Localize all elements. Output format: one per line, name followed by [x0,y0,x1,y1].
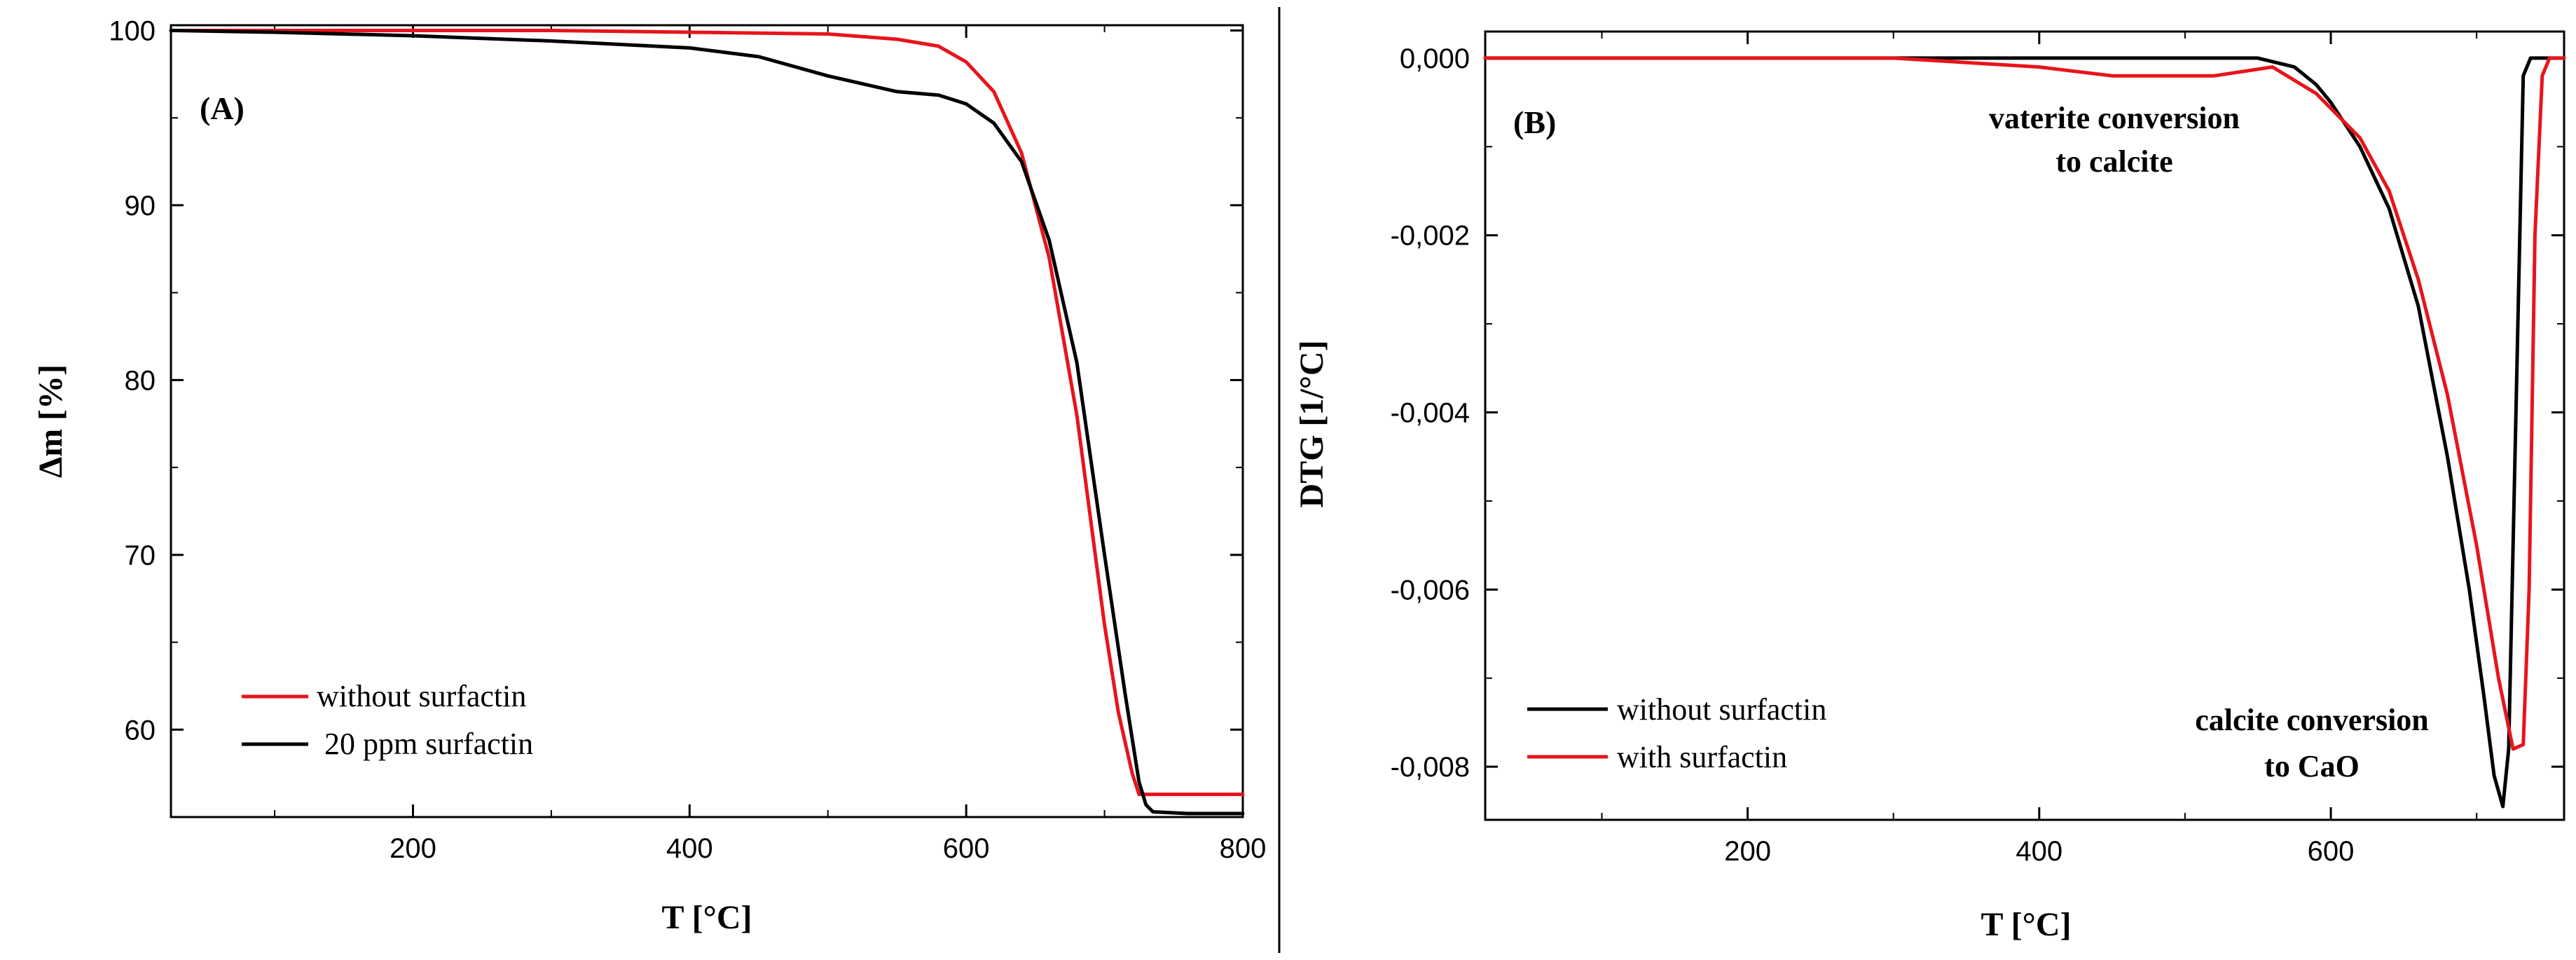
legend-label-a-1: 20 ppm surfactin [317,727,533,761]
annotation-calcite-line-2: to CaO [2264,749,2360,783]
x-axis-title-a: T [°C] [662,899,752,936]
annotation-vaterite-line-2: to calcite [2055,144,2172,179]
y-tick-label-a-4: 100 [109,15,156,46]
y-tick-label-b-0: 0,000 [1400,43,1470,74]
y-tick-label-a-2: 80 [125,365,156,396]
x-tick-label-b-1: 400 [2016,836,2062,867]
series-line-a-0 [169,29,1245,797]
legend-label-b-0: without surfactin [1617,692,1826,727]
y-tick-label-a-1: 70 [125,540,156,571]
y-tick-label-b-2: -0,004 [1391,398,1470,429]
y-axis-title-b: DTG [1/°C] [1293,340,1330,507]
annotation-calcite: calcite conversion to CaO [2195,703,2429,783]
chart-panel-a: 200 400 600 800 60 70 80 90 100 (A) T [°C] Δm [%… [32,15,1266,936]
x-tick-label-a-1: 400 [666,833,713,864]
panel-label-b: (B) [1513,104,1556,140]
y-tick-label-a-3: 90 [125,191,156,221]
chart-panel-b: 200 400 600 0,000 -0,002 -0,004 -0,006 -0,008 (… [1293,30,2566,943]
x-tick-label-a-2: 600 [943,833,990,864]
y-axis-title-a: Δm [%] [32,364,69,478]
y-tick-label-b-1: -0,002 [1391,221,1470,252]
legend-label-b-1: with surfactin [1617,740,1787,774]
x-tick-label-a-3: 800 [1220,833,1267,864]
series-line-b-1 [1483,56,2566,751]
annotation-vaterite: vaterite conversion to calcite [1989,101,2240,179]
legend-a: without surfactin 20 ppm surfactin [242,679,533,761]
x-tick-label-b-0: 200 [1724,836,1771,867]
plot-frame-b [1484,30,2565,821]
y-tick-label-a-0: 60 [125,715,156,746]
series-line-a-1 [169,29,1245,816]
legend-b: without surfactin with surfactin [1527,692,1826,774]
series-line-b-0 [1483,56,2566,809]
x-tick-label-b-2: 600 [2308,836,2355,867]
y-tick-label-b-4: -0,008 [1391,752,1470,783]
y-tick-label-b-3: -0,006 [1391,575,1470,605]
annotation-calcite-line-1: calcite conversion [2195,703,2429,737]
panel-label-a: (A) [200,90,244,126]
plot-frame-a [170,24,1244,818]
annotation-vaterite-line-1: vaterite conversion [1989,101,2240,135]
x-tick-label-a-0: 200 [390,833,436,864]
legend-label-a-0: without surfactin [317,679,526,713]
x-axis-title-b: T [°C] [1981,906,2072,943]
